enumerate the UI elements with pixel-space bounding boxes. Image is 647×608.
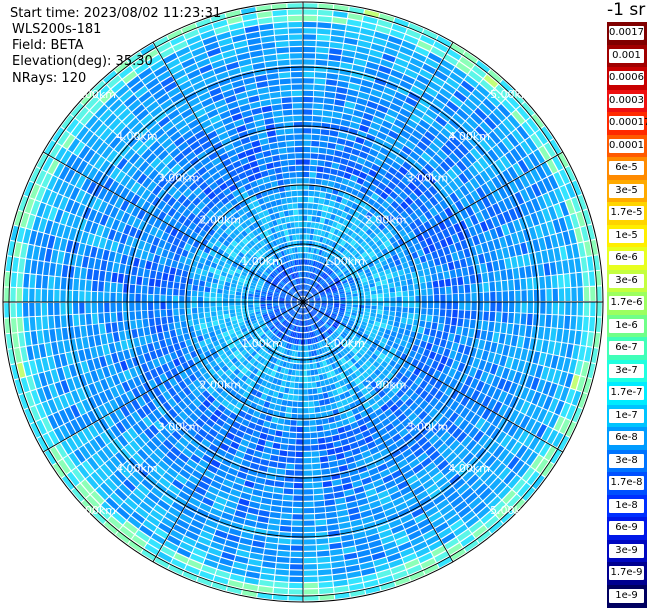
colorbar-swatch: 0.0017 bbox=[607, 22, 647, 45]
range-ring-label: 4.00km bbox=[448, 462, 490, 475]
range-ring-label: 4.00km bbox=[116, 130, 158, 143]
range-ring-label: 5.00km bbox=[74, 88, 116, 101]
colorbar-swatch: 3e-8 bbox=[607, 450, 647, 473]
range-ring-label: 3.00km bbox=[158, 172, 200, 185]
colorbar-swatch: 6e-8 bbox=[607, 427, 647, 450]
colorbar-swatch: 0.00017 bbox=[607, 112, 647, 135]
colorbar-tick-label: 1e-8 bbox=[609, 499, 644, 513]
colorbar-tick-label: 6e-9 bbox=[609, 521, 644, 535]
colorbar-tick-label: 1e-7 bbox=[609, 409, 644, 423]
colorbar-tick-label: 0.0003 bbox=[609, 94, 644, 108]
colorbar-tick-label: 1.7e-8 bbox=[609, 476, 644, 490]
colorbar-swatch: 0.0006 bbox=[607, 67, 647, 90]
colorbar-swatch: 1e-6 bbox=[607, 315, 647, 338]
colorbar-swatch: 3e-9 bbox=[607, 540, 647, 563]
colorbar-swatch: 6e-7 bbox=[607, 337, 647, 360]
range-ring-label: 2.00km bbox=[199, 213, 241, 226]
colorbar-swatch: 1.7e-9 bbox=[607, 562, 647, 585]
colorbar-swatch: 1.7e-6 bbox=[607, 292, 647, 315]
range-ring-label: 2.00km bbox=[365, 379, 407, 392]
colorbar-tick-label: 3e-7 bbox=[609, 364, 644, 378]
colorbar-swatch: 6e-6 bbox=[607, 247, 647, 270]
colorbar-swatch: 0.0003 bbox=[607, 90, 647, 113]
colorbar-tick-label: 1.7e-5 bbox=[609, 206, 644, 220]
colorbar-swatch: 1.7e-8 bbox=[607, 472, 647, 495]
colorbar-tick-label: 3e-9 bbox=[609, 544, 644, 558]
range-ring-label: 5.00km bbox=[74, 504, 116, 517]
colorbar-tick-label: 3e-5 bbox=[609, 184, 644, 198]
colorbar-tick-label: 0.0017 bbox=[609, 26, 644, 40]
colorbar-tick-label: 6e-7 bbox=[609, 341, 644, 355]
range-ring-label: 1.00km bbox=[241, 337, 283, 350]
range-ring-label: 3.00km bbox=[158, 420, 200, 433]
colorbar-tick-label: 1.7e-6 bbox=[609, 296, 644, 310]
colorbar-tick-label: 0.0006 bbox=[609, 71, 644, 85]
colorbar-tick-label: 1e-9 bbox=[609, 589, 644, 603]
colorbar-swatch: 1e-7 bbox=[607, 405, 647, 428]
instrument-label: WLS200s-181 bbox=[12, 22, 101, 37]
colorbar-tick-label: 0.00017 bbox=[609, 116, 644, 130]
range-ring-label: 5.00km bbox=[490, 88, 532, 101]
colorbar-swatch: 3e-7 bbox=[607, 360, 647, 383]
colorbar-tick-label: 6e-6 bbox=[609, 251, 644, 265]
colorbar-unit-label: -1 sr bbox=[607, 0, 645, 20]
colorbar-tick-label: 1.7e-9 bbox=[609, 566, 644, 580]
colorbar-swatch: 3e-6 bbox=[607, 270, 647, 293]
range-ring-label: 1.00km bbox=[241, 255, 283, 268]
colorbar-swatch: 1.7e-7 bbox=[607, 382, 647, 405]
range-ring-label: 1.00km bbox=[323, 255, 365, 268]
range-ring-label: 2.00km bbox=[365, 213, 407, 226]
colorbar-tick-label: 1.7e-7 bbox=[609, 386, 644, 400]
field-label: Field: BETA bbox=[12, 38, 83, 53]
nrays-label: NRays: 120 bbox=[12, 71, 86, 86]
colorbar-swatch: 1e-5 bbox=[607, 225, 647, 248]
range-ring-label: 4.00km bbox=[116, 462, 158, 475]
colorbar-swatch: 1e-8 bbox=[607, 495, 647, 518]
colorbar-tick-label: 0.001 bbox=[609, 49, 644, 63]
range-ring-label: 5.00km bbox=[490, 504, 532, 517]
colorbar-swatch: 0.001 bbox=[607, 45, 647, 68]
range-ring-label: 1.00km bbox=[323, 337, 365, 350]
elevation-label: Elevation(deg): 35.30 bbox=[12, 54, 153, 69]
colorbar-swatch: 6e-9 bbox=[607, 517, 647, 540]
colorbar-swatch: 1e-9 bbox=[607, 585, 647, 608]
colorbar-tick-label: 1e-6 bbox=[609, 319, 644, 333]
colorbar-tick-label: 0.0001 bbox=[609, 139, 644, 153]
range-ring-label: 3.00km bbox=[407, 420, 449, 433]
colorbar-swatch: 3e-5 bbox=[607, 180, 647, 203]
range-ring-label: 3.00km bbox=[407, 172, 449, 185]
range-ring-label: 2.00km bbox=[199, 379, 241, 392]
colorbar-tick-label: 3e-8 bbox=[609, 454, 644, 468]
colorbar-tick-label: 3e-6 bbox=[609, 274, 644, 288]
range-ring-label: 4.00km bbox=[448, 130, 490, 143]
radar-ppi-plot: 1.00km 1.00km 1.00km 1.00km 2.00km 2.00km 2.00… bbox=[0, 0, 606, 607]
colorbar-tick-label: 6e-5 bbox=[609, 161, 644, 175]
start-time-label: Start time: 2023/08/02 11:23:31 bbox=[10, 6, 221, 21]
colorbar-swatch: 0.0001 bbox=[607, 135, 647, 158]
colorbar-swatch: 1.7e-5 bbox=[607, 202, 647, 225]
colorbar-tick-label: 6e-8 bbox=[609, 431, 644, 445]
colorbar-swatch: 6e-5 bbox=[607, 157, 647, 180]
colorbar-tick-label: 1e-5 bbox=[609, 229, 644, 243]
